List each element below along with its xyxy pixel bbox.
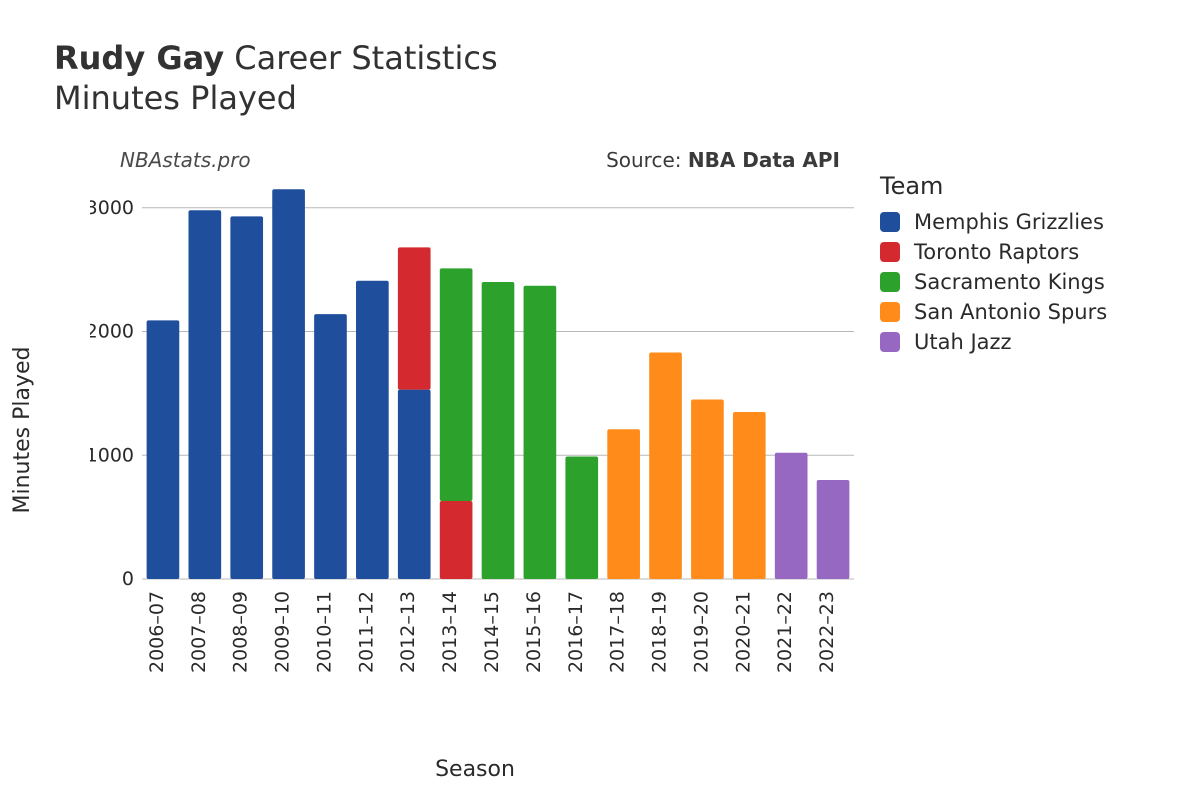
x-tick-label: 2015–16 bbox=[523, 591, 545, 673]
bar-segment bbox=[147, 320, 180, 579]
legend-swatch bbox=[880, 302, 900, 322]
legend-swatch bbox=[880, 242, 900, 262]
x-tick-label: 2013–14 bbox=[439, 591, 461, 673]
attribution-left: NBAstats.pro bbox=[120, 148, 251, 172]
x-tick-label: 2011–12 bbox=[355, 591, 377, 673]
legend-items: Memphis Grizzlies Toronto Raptors Sacramen… bbox=[880, 210, 1107, 354]
legend-title: Team bbox=[880, 172, 1107, 200]
bar-segment bbox=[440, 501, 473, 579]
y-tick-label: 3000 bbox=[90, 197, 134, 219]
bar-segment bbox=[691, 400, 724, 579]
y-tick-label: 1000 bbox=[90, 444, 134, 466]
legend-label: Memphis Grizzlies bbox=[914, 210, 1104, 234]
x-tick-label: 2018–19 bbox=[649, 591, 671, 673]
y-axis-label: Minutes Played bbox=[10, 175, 38, 685]
legend-label: Utah Jazz bbox=[914, 330, 1012, 354]
x-axis-label: Season bbox=[90, 757, 860, 782]
bar-segment bbox=[607, 429, 640, 579]
bar-segment bbox=[775, 453, 808, 579]
x-tick-label: 2019–20 bbox=[690, 591, 712, 673]
title-line2: Minutes Played bbox=[54, 78, 498, 118]
x-tick-label: 2016–17 bbox=[565, 591, 587, 673]
bar-segment bbox=[649, 353, 682, 579]
x-tick-label: 2014–15 bbox=[481, 591, 503, 673]
bar-segment bbox=[398, 390, 431, 579]
legend-label: San Antonio Spurs bbox=[914, 300, 1107, 324]
x-tick-label: 2010–11 bbox=[313, 591, 335, 673]
legend: Team Memphis Grizzlies Toronto Raptors Sac… bbox=[880, 172, 1107, 360]
bar-segment bbox=[356, 281, 389, 579]
bar-segment bbox=[314, 314, 347, 579]
x-tick-label: 2012–13 bbox=[397, 591, 419, 673]
title-line1: Rudy Gay Career Statistics bbox=[54, 38, 498, 78]
legend-item: Memphis Grizzlies bbox=[880, 210, 1107, 234]
bar-chart: 0 1000 2000 3000 2006–07 2007–08 2008–09 2009–1… bbox=[90, 175, 860, 685]
y-tick-label: 2000 bbox=[90, 321, 134, 343]
bar-segment bbox=[398, 247, 431, 389]
legend-swatch bbox=[880, 332, 900, 352]
attribution-right: Source: NBA Data API bbox=[606, 148, 840, 172]
bar-segment bbox=[188, 210, 221, 579]
x-tick-label: 2020–21 bbox=[732, 591, 754, 673]
bar-segment bbox=[440, 268, 473, 501]
legend-label: Toronto Raptors bbox=[914, 240, 1079, 264]
source-name: NBA Data API bbox=[688, 148, 840, 172]
legend-swatch bbox=[880, 272, 900, 292]
bar-segment bbox=[565, 456, 598, 579]
title-block: Rudy Gay Career Statistics Minutes Playe… bbox=[54, 38, 498, 118]
bar-segment bbox=[230, 216, 263, 579]
source-prefix: Source: bbox=[606, 148, 688, 172]
x-tick-label: 2022–23 bbox=[816, 591, 838, 673]
title-player-name: Rudy Gay bbox=[54, 39, 224, 77]
bar-segment bbox=[733, 412, 766, 579]
bar-segment bbox=[817, 480, 850, 579]
bar-segment bbox=[272, 189, 305, 579]
x-tick-label: 2021–22 bbox=[774, 591, 796, 673]
legend-item: Utah Jazz bbox=[880, 330, 1107, 354]
x-tick-label: 2007–08 bbox=[188, 591, 210, 673]
bar-segment bbox=[524, 286, 557, 579]
legend-swatch bbox=[880, 212, 900, 232]
x-tick-label: 2017–18 bbox=[607, 591, 629, 673]
legend-item: San Antonio Spurs bbox=[880, 300, 1107, 324]
x-tick-label: 2008–09 bbox=[230, 591, 252, 673]
y-tick-label: 0 bbox=[122, 568, 134, 590]
bar-segment bbox=[482, 282, 515, 579]
legend-item: Sacramento Kings bbox=[880, 270, 1107, 294]
x-tick-label: 2009–10 bbox=[272, 591, 294, 673]
title-rest: Career Statistics bbox=[224, 39, 498, 77]
legend-item: Toronto Raptors bbox=[880, 240, 1107, 264]
chart-root: Rudy Gay Career Statistics Minutes Playe… bbox=[0, 0, 1200, 800]
x-tick-label: 2006–07 bbox=[146, 591, 168, 673]
legend-label: Sacramento Kings bbox=[914, 270, 1105, 294]
